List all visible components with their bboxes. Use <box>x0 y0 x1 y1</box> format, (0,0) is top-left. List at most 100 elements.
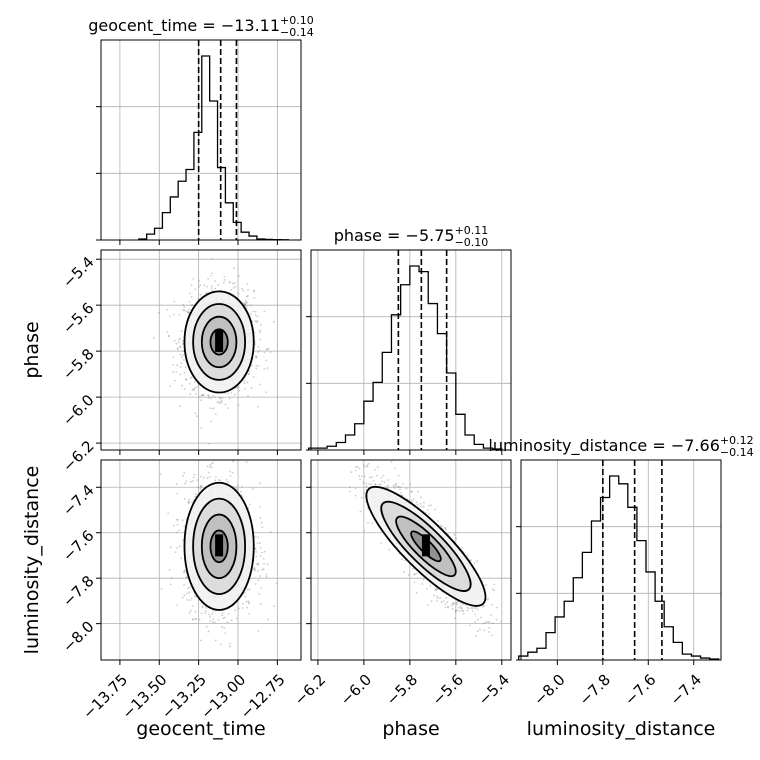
sample-point <box>200 612 203 615</box>
sample-point <box>199 293 202 296</box>
sample-point <box>212 610 215 612</box>
sample-point <box>207 394 210 397</box>
sample-point <box>211 612 214 615</box>
sample-point <box>198 280 200 282</box>
sample-point <box>435 587 437 590</box>
sample-point <box>192 476 195 479</box>
sample-point <box>245 301 248 304</box>
y-axis-label: luminosity_distance <box>21 466 43 655</box>
sample-point <box>375 474 378 477</box>
sample-point <box>256 315 259 318</box>
sample-point <box>214 396 216 399</box>
sample-point <box>426 509 429 512</box>
sample-point <box>231 471 234 474</box>
y-tick-label: −8.0 <box>59 617 97 655</box>
histogram-panel-geocent-time: geocent_time = −13.11−0.14+0.10 <box>88 14 314 245</box>
sample-point <box>209 407 211 410</box>
sample-point <box>178 529 180 532</box>
sample-point <box>466 606 469 609</box>
sample-point <box>473 562 476 565</box>
sample-point <box>476 630 479 633</box>
sample-point <box>254 355 257 358</box>
sample-point <box>451 602 454 605</box>
density-peak <box>421 534 430 557</box>
sample-point <box>246 304 249 307</box>
sample-point <box>493 589 496 592</box>
sample-point <box>166 308 168 311</box>
histogram-panel-phase: phase = −5.75−0.10+0.11 <box>306 224 512 455</box>
sample-point <box>401 558 403 561</box>
sample-point <box>253 289 256 292</box>
sample-point <box>259 482 261 485</box>
sample-point <box>488 621 491 624</box>
sample-point <box>203 284 206 286</box>
sample-point <box>466 609 469 612</box>
y-tick-label: −7.8 <box>59 572 97 610</box>
contour-line <box>365 485 487 607</box>
sample-point <box>209 463 212 466</box>
sample-point <box>210 274 212 277</box>
sample-point <box>193 388 196 391</box>
sample-point <box>234 285 237 288</box>
sample-point <box>248 370 251 373</box>
sample-point <box>419 502 422 505</box>
sample-point <box>194 386 197 389</box>
sample-point <box>350 471 353 474</box>
sample-point <box>259 546 262 549</box>
sample-point <box>446 601 449 603</box>
y-tick-label: −5.4 <box>59 253 97 291</box>
sample-point <box>237 404 240 407</box>
contour-line <box>200 315 238 369</box>
sample-point <box>258 329 261 332</box>
sample-point <box>410 490 412 493</box>
sample-point <box>175 342 178 345</box>
sample-point <box>220 399 223 402</box>
sample-point <box>201 606 204 609</box>
sample-point <box>207 630 210 633</box>
sample-point <box>367 462 370 465</box>
sample-point <box>476 608 479 611</box>
sample-point <box>185 378 187 381</box>
sample-point <box>266 348 269 350</box>
histogram-title: geocent_time = −13.11−0.14 <box>88 16 314 39</box>
sample-point <box>265 573 268 576</box>
sample-point <box>363 475 366 478</box>
sample-point <box>430 600 433 602</box>
2d-panel-geocent-time-vs-luminosity-distance <box>96 432 302 665</box>
sample-point <box>269 351 272 354</box>
sample-point <box>199 475 202 478</box>
sample-point <box>194 412 197 415</box>
sample-point <box>188 612 191 614</box>
sample-point <box>368 476 371 479</box>
sample-point <box>256 319 259 322</box>
sample-point <box>253 567 256 569</box>
sample-point <box>272 320 275 323</box>
sample-point <box>252 567 255 570</box>
sample-point <box>362 482 365 484</box>
title-minus: −0.14 <box>280 26 314 39</box>
sample-point <box>233 267 235 270</box>
sample-point <box>190 304 193 307</box>
sample-point <box>427 513 430 516</box>
sample-point <box>256 563 258 566</box>
sample-point <box>205 607 207 609</box>
y-tick-label: −6.0 <box>59 391 97 429</box>
sample-point <box>167 512 170 515</box>
sample-point <box>447 606 450 608</box>
sample-point <box>191 376 193 379</box>
sample-point <box>225 432 227 434</box>
sample-point <box>262 557 265 560</box>
sample-point <box>181 384 183 387</box>
panel-frame <box>100 39 302 241</box>
sample-point <box>216 401 219 403</box>
sample-point <box>232 286 235 289</box>
sample-point <box>248 612 251 615</box>
sample-point <box>471 607 473 610</box>
sample-point <box>248 503 251 506</box>
sample-point <box>461 547 464 549</box>
sample-point <box>397 474 400 477</box>
sample-point <box>206 465 209 468</box>
sample-point <box>228 280 231 283</box>
sample-point <box>215 475 217 478</box>
sample-point <box>257 562 259 565</box>
